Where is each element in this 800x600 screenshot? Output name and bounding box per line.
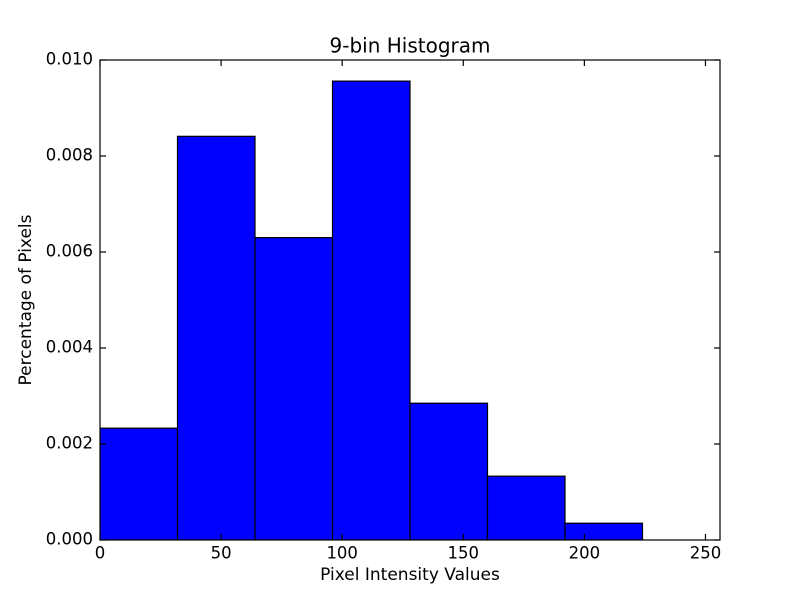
y-tick-label: 0.002 bbox=[46, 434, 93, 453]
histogram-bar bbox=[564, 522, 644, 540]
x-tick-label: 100 bbox=[326, 544, 358, 563]
bars-group bbox=[100, 80, 644, 540]
y-tick-label: 0.008 bbox=[46, 146, 93, 165]
y-tick-label: 0.010 bbox=[46, 50, 93, 69]
histogram-bar bbox=[409, 402, 489, 540]
x-tick-label: 50 bbox=[211, 544, 232, 563]
x-tick-label: 200 bbox=[569, 544, 601, 563]
histogram-bar bbox=[100, 427, 179, 540]
x-tick-label: 0 bbox=[95, 544, 106, 563]
axes-frame bbox=[99, 59, 721, 541]
y-tick-labels-group: 0.000 0.002 0.004 0.006 0.008 0.010 bbox=[46, 50, 93, 549]
chart-title: 9-bin Histogram bbox=[330, 34, 491, 58]
x-axis-label: Pixel Intensity Values bbox=[320, 565, 500, 585]
histogram-bar bbox=[331, 80, 411, 540]
ticks-group bbox=[99, 59, 720, 541]
histogram-bar bbox=[486, 475, 566, 540]
histogram-bar bbox=[254, 237, 334, 540]
y-tick-label: 0.000 bbox=[46, 530, 93, 549]
x-tick-label: 150 bbox=[448, 544, 480, 563]
y-tick-label: 0.006 bbox=[46, 242, 93, 261]
x-tick-label: 250 bbox=[690, 544, 722, 563]
x-tick-labels-group: 0 50 100 150 200 250 bbox=[95, 544, 721, 563]
histogram-bar bbox=[176, 135, 256, 540]
y-tick-label: 0.004 bbox=[46, 338, 93, 357]
y-axis-label: Percentage of Pixels bbox=[16, 214, 36, 385]
